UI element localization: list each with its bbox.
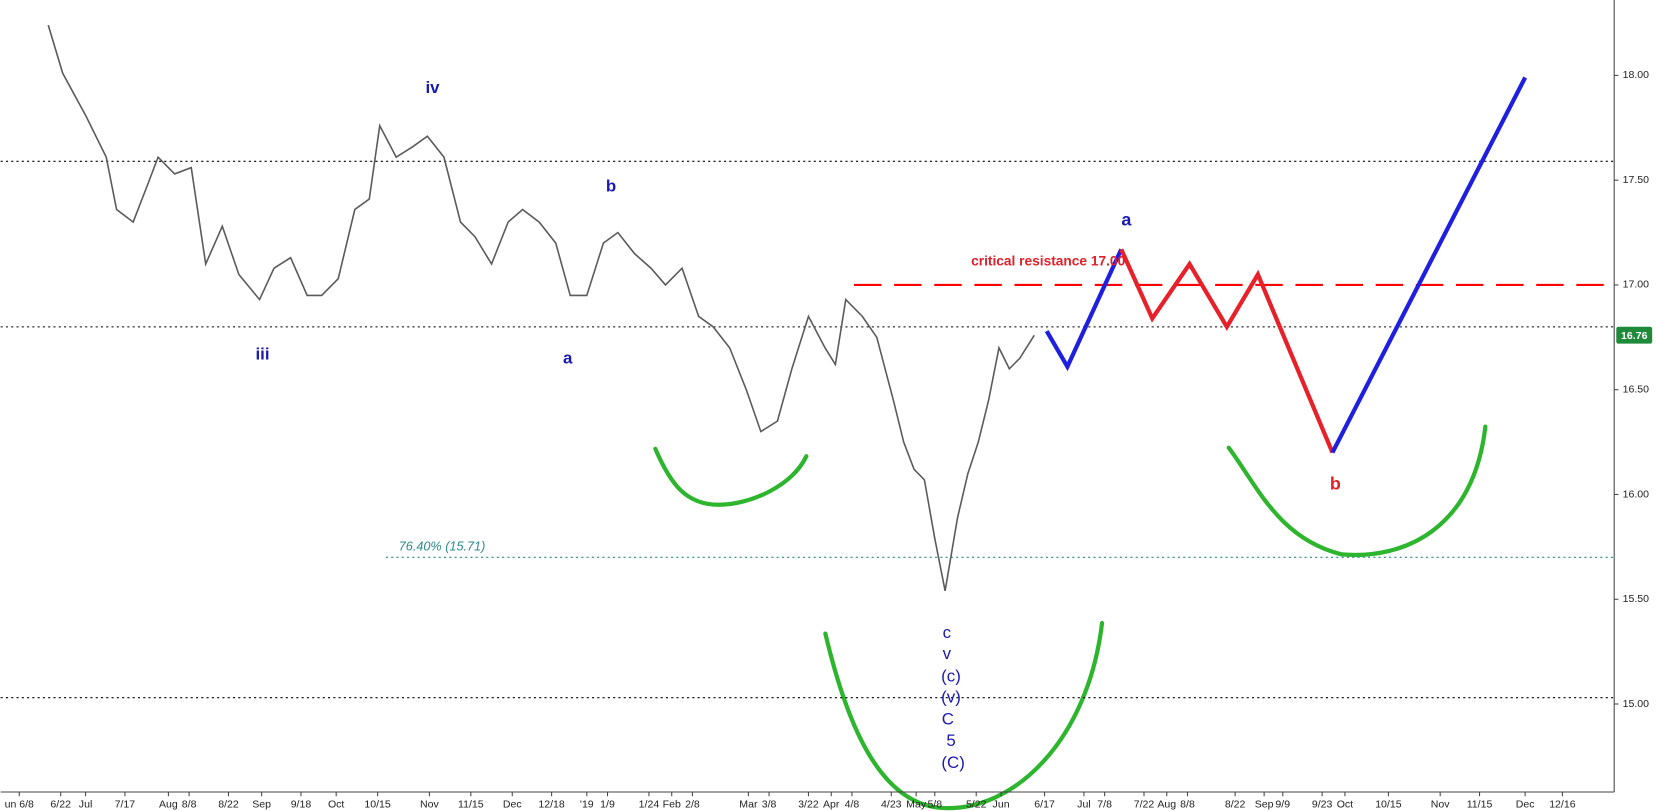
x-tick-label: 9/23 bbox=[1312, 798, 1333, 810]
x-tick-label: 9/9 bbox=[1275, 798, 1290, 810]
x-tick-label: Oct bbox=[1337, 798, 1353, 810]
x-tick-label: 10/15 bbox=[1375, 798, 1402, 810]
x-tick-label: '19 bbox=[580, 798, 594, 810]
annotation: 5 bbox=[946, 731, 955, 750]
x-tick-label: Apr bbox=[823, 798, 840, 810]
annotation: b bbox=[606, 176, 616, 195]
green-arc bbox=[823, 620, 1105, 811]
x-tick-label: 12/16 bbox=[1549, 798, 1576, 810]
x-tick-label: 11/15 bbox=[1467, 798, 1493, 810]
annotation: b bbox=[1330, 473, 1341, 493]
x-tick-label: 6/22 bbox=[50, 798, 71, 810]
price-tag-label: 16.76 bbox=[1621, 330, 1648, 342]
y-tick-label: 18.00 bbox=[1623, 69, 1650, 81]
x-tick-label: Aug bbox=[1157, 798, 1176, 810]
x-tick-label: 10/15 bbox=[364, 798, 391, 810]
x-tick-label: 8/8 bbox=[182, 798, 197, 810]
annotation: (C) bbox=[941, 753, 964, 772]
annotation: c bbox=[943, 623, 951, 642]
arcs bbox=[653, 424, 1488, 811]
x-tick-label: 7/8 bbox=[1097, 798, 1112, 810]
annotation: critical resistance 17.00 bbox=[971, 254, 1125, 269]
y-tick-label: 15.00 bbox=[1623, 698, 1650, 710]
x-tick-label: un 6/8 bbox=[5, 798, 34, 810]
x-tick-label: 5/22 bbox=[966, 798, 987, 810]
projection-line bbox=[1330, 76, 1528, 454]
annotation: v bbox=[943, 644, 952, 663]
price-line bbox=[47, 24, 1035, 591]
x-tick-label: 6/17 bbox=[1034, 798, 1055, 810]
x-tick-label: 8/22 bbox=[1225, 798, 1246, 810]
x-tick-label: 4/8 bbox=[845, 798, 860, 810]
annotation: a bbox=[563, 349, 573, 368]
projection-line bbox=[1044, 248, 1124, 372]
x-tick-label: 9/18 bbox=[291, 798, 312, 810]
x-tick-label: Sep bbox=[1255, 798, 1274, 810]
annotation: iv bbox=[425, 78, 440, 97]
x-tick-label: 3/22 bbox=[798, 798, 819, 810]
annotation: (v) bbox=[941, 687, 961, 706]
y-tick-label: 15.50 bbox=[1623, 593, 1650, 605]
annotation: 76.40% (15.71) bbox=[399, 539, 486, 553]
annotation: iii bbox=[255, 344, 269, 363]
x-tick-label: Jul bbox=[1077, 798, 1090, 810]
x-tick-label: 7/22 bbox=[1134, 798, 1155, 810]
x-tick-label: Mar bbox=[739, 798, 758, 810]
annotation: C bbox=[942, 710, 954, 729]
annotation: a bbox=[1121, 209, 1132, 229]
x-tick-label: Nov bbox=[1431, 798, 1450, 810]
x-tick-label: Dec bbox=[503, 798, 522, 810]
x-tick-label: 11/15 bbox=[458, 798, 484, 810]
x-tick-label: Nov bbox=[420, 798, 439, 810]
x-tick-label: May bbox=[906, 798, 927, 810]
x-tick-label: 7/17 bbox=[115, 798, 136, 810]
green-arc bbox=[1226, 424, 1488, 558]
y-tick-label: 17.00 bbox=[1623, 279, 1650, 291]
x-tick-label: Sep bbox=[252, 798, 271, 810]
x-tick-label: 1/9 bbox=[600, 798, 615, 810]
x-tick-label: 8/8 bbox=[1180, 798, 1195, 810]
x-tick-label: 8/22 bbox=[218, 798, 239, 810]
green-arc bbox=[653, 446, 809, 507]
x-tick-label: 12/18 bbox=[538, 798, 565, 810]
x-tick-label: Oct bbox=[328, 798, 344, 810]
projection-line bbox=[1119, 248, 1335, 454]
x-tick-label: Feb bbox=[663, 798, 681, 810]
y-tick-label: 16.50 bbox=[1623, 383, 1650, 395]
annotation: (c) bbox=[941, 666, 961, 685]
x-tick-label: 1/24 bbox=[639, 798, 660, 810]
y-tick-label: 17.50 bbox=[1623, 174, 1650, 186]
x-tick-label: Jun bbox=[993, 798, 1010, 810]
x-tick-label: Dec bbox=[1516, 798, 1535, 810]
price-tag bbox=[1616, 326, 1653, 344]
x-tick-label: 3/8 bbox=[762, 798, 777, 810]
x-tick-label: 5/8 bbox=[927, 798, 942, 810]
x-tick-label: Jul bbox=[79, 798, 92, 810]
x-tick-label: 2/8 bbox=[685, 798, 700, 810]
x-tick-label: 4/23 bbox=[881, 798, 902, 810]
x-tick-label: Aug bbox=[159, 798, 178, 810]
y-tick-label: 16.00 bbox=[1623, 488, 1650, 500]
